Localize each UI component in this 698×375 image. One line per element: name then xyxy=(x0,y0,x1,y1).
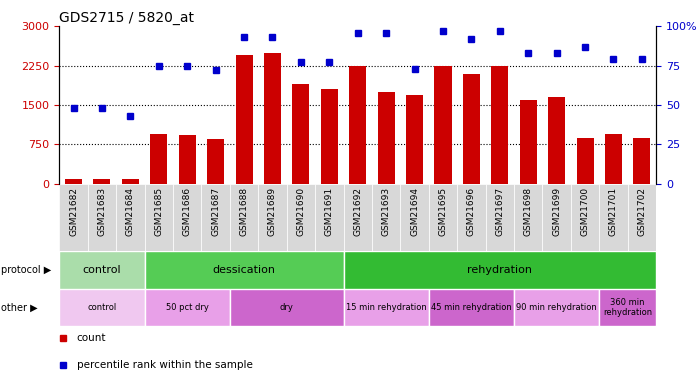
Bar xyxy=(548,97,565,184)
Bar xyxy=(514,289,600,326)
Text: GSM21698: GSM21698 xyxy=(524,187,533,236)
Text: GSM21695: GSM21695 xyxy=(438,187,447,236)
Bar xyxy=(144,289,230,326)
Text: 90 min rehydration: 90 min rehydration xyxy=(517,303,597,312)
Bar xyxy=(230,184,258,251)
Text: 15 min rehydration: 15 min rehydration xyxy=(346,303,426,312)
Text: 45 min rehydration: 45 min rehydration xyxy=(431,303,512,312)
Text: control: control xyxy=(82,265,121,275)
Text: GSM21686: GSM21686 xyxy=(183,187,192,236)
Bar xyxy=(315,184,343,251)
Bar xyxy=(571,184,600,251)
Bar xyxy=(457,184,486,251)
Bar xyxy=(577,138,593,184)
Bar xyxy=(343,289,429,326)
Bar xyxy=(179,135,195,184)
Bar xyxy=(230,289,343,326)
Bar xyxy=(88,184,116,251)
Bar xyxy=(173,184,202,251)
Text: protocol ▶: protocol ▶ xyxy=(1,265,51,275)
Text: control: control xyxy=(87,303,117,312)
Bar xyxy=(343,184,372,251)
Bar xyxy=(401,184,429,251)
Bar xyxy=(633,138,651,184)
Text: percentile rank within the sample: percentile rank within the sample xyxy=(77,360,253,370)
Bar xyxy=(116,184,144,251)
Text: GSM21700: GSM21700 xyxy=(581,187,590,236)
Bar xyxy=(491,66,508,184)
Bar xyxy=(258,184,287,251)
Bar xyxy=(600,289,656,326)
Bar xyxy=(292,84,309,184)
Bar xyxy=(144,251,343,289)
Bar xyxy=(406,94,423,184)
Bar xyxy=(628,184,656,251)
Bar xyxy=(144,184,173,251)
Bar xyxy=(463,74,480,184)
Text: dessication: dessication xyxy=(213,265,276,275)
Bar xyxy=(207,139,224,184)
Bar xyxy=(65,178,82,184)
Bar xyxy=(202,184,230,251)
Text: GSM21697: GSM21697 xyxy=(496,187,505,236)
Text: GSM21689: GSM21689 xyxy=(268,187,277,236)
Bar xyxy=(264,53,281,184)
Bar xyxy=(434,66,452,184)
Bar xyxy=(59,251,144,289)
Text: GSM21693: GSM21693 xyxy=(382,187,391,236)
Bar xyxy=(94,178,110,184)
Bar xyxy=(378,92,394,184)
Bar xyxy=(542,184,571,251)
Text: GSM21699: GSM21699 xyxy=(552,187,561,236)
Bar xyxy=(486,184,514,251)
Bar xyxy=(343,251,656,289)
Bar xyxy=(150,134,168,184)
Text: 360 min
rehydration: 360 min rehydration xyxy=(603,298,652,317)
Text: GSM21688: GSM21688 xyxy=(239,187,248,236)
Bar xyxy=(122,178,139,184)
Text: GSM21690: GSM21690 xyxy=(297,187,306,236)
Text: GSM21682: GSM21682 xyxy=(69,187,78,236)
Text: GSM21694: GSM21694 xyxy=(410,187,419,236)
Bar xyxy=(59,184,88,251)
Text: GSM21702: GSM21702 xyxy=(637,187,646,236)
Bar xyxy=(59,289,144,326)
Bar xyxy=(349,66,366,184)
Text: GSM21696: GSM21696 xyxy=(467,187,476,236)
Text: GSM21683: GSM21683 xyxy=(98,187,107,236)
Bar xyxy=(600,184,628,251)
Text: GSM21691: GSM21691 xyxy=(325,187,334,236)
Text: count: count xyxy=(77,333,106,344)
Bar xyxy=(514,184,542,251)
Bar xyxy=(287,184,315,251)
Bar xyxy=(605,134,622,184)
Text: GDS2715 / 5820_at: GDS2715 / 5820_at xyxy=(59,11,194,25)
Bar xyxy=(372,184,401,251)
Text: GSM21692: GSM21692 xyxy=(353,187,362,236)
Bar xyxy=(429,184,457,251)
Bar xyxy=(235,55,253,184)
Text: GSM21684: GSM21684 xyxy=(126,187,135,236)
Bar xyxy=(429,289,514,326)
Text: GSM21687: GSM21687 xyxy=(211,187,220,236)
Text: GSM21685: GSM21685 xyxy=(154,187,163,236)
Bar xyxy=(520,100,537,184)
Text: 50 pct dry: 50 pct dry xyxy=(166,303,209,312)
Text: dry: dry xyxy=(280,303,294,312)
Text: rehydration: rehydration xyxy=(468,265,533,275)
Bar xyxy=(321,89,338,184)
Text: other ▶: other ▶ xyxy=(1,303,37,312)
Text: GSM21701: GSM21701 xyxy=(609,187,618,236)
